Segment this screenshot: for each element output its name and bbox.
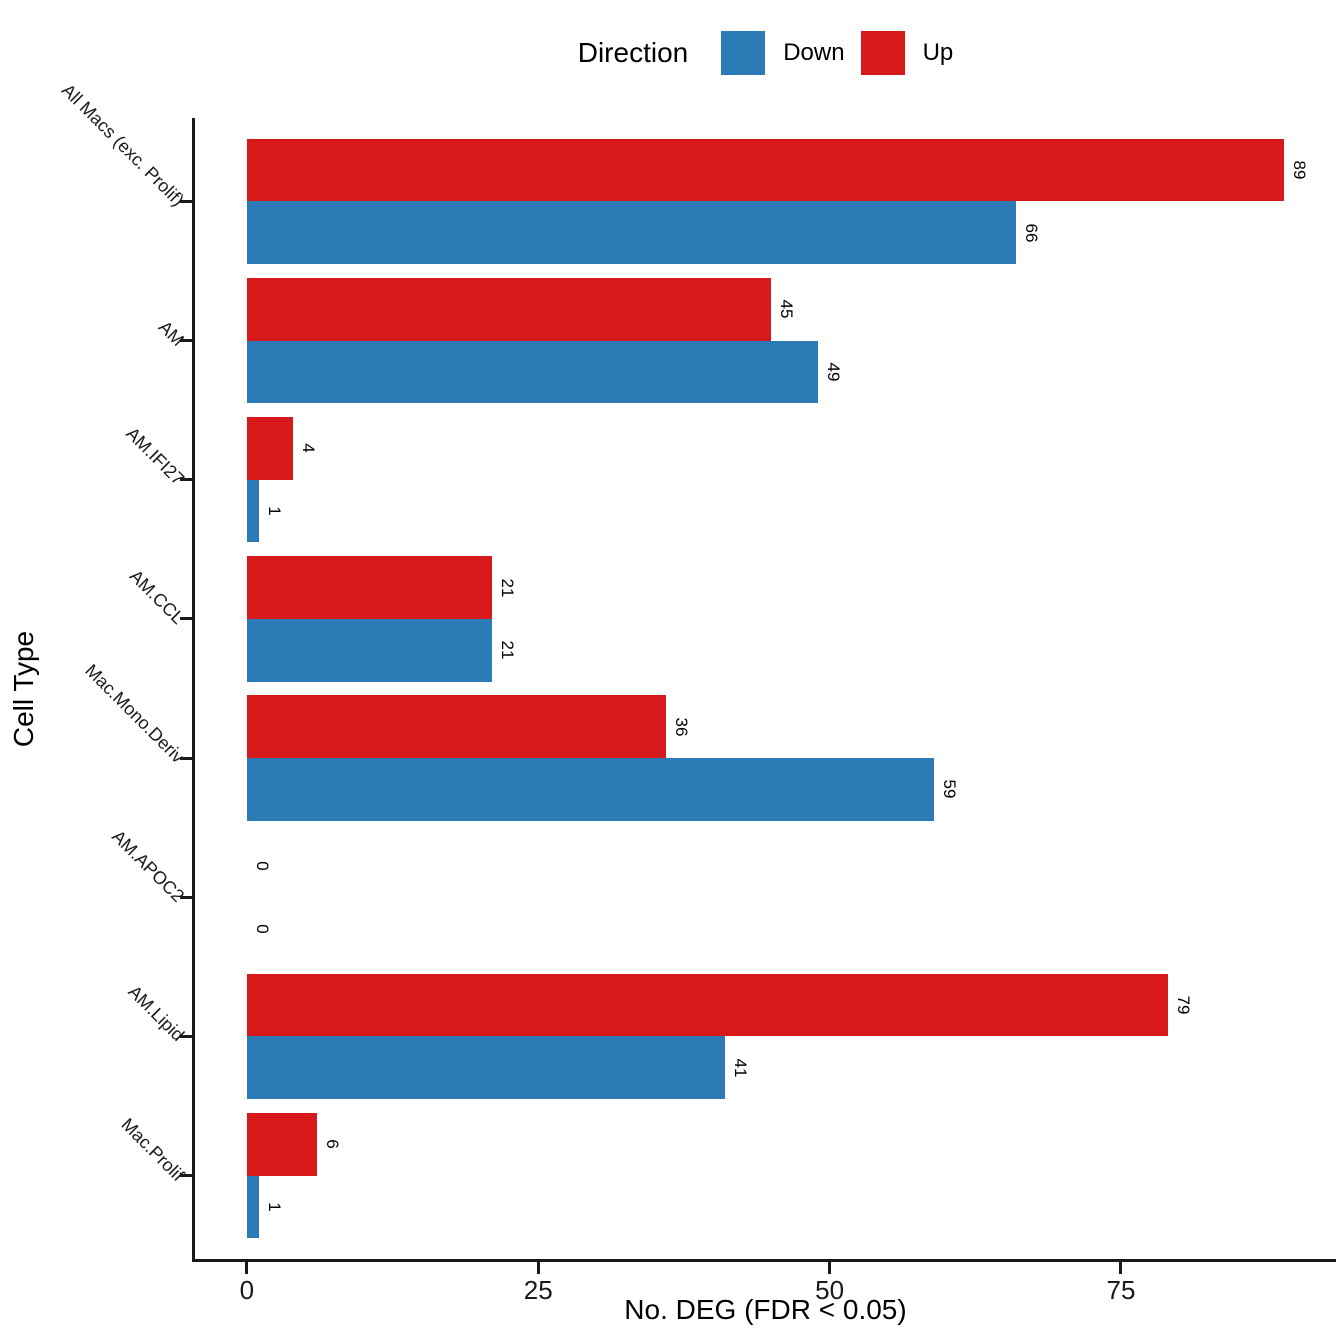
legend-title: Direction xyxy=(577,37,689,68)
y-tick-label: Mac.Prolif xyxy=(117,1113,189,1185)
y-tick-label: AM xyxy=(154,316,189,350)
bar-value-label: 21 xyxy=(497,578,517,598)
y-tick xyxy=(180,895,192,899)
bar-value-label: 49 xyxy=(823,362,843,382)
legend-item-down: Down xyxy=(721,31,845,75)
y-tick-label: AM.IFI27 xyxy=(122,423,189,489)
y-tick xyxy=(180,1174,192,1177)
bar-down xyxy=(246,201,1017,265)
y-tick-label: AM.APOC2 xyxy=(108,826,189,907)
y-tick xyxy=(180,1034,192,1038)
bar-value-label: 66 xyxy=(1022,223,1042,243)
bar-down xyxy=(246,618,492,682)
legend-item-up: Up xyxy=(860,31,954,75)
x-tick xyxy=(536,1262,540,1274)
bar-value-label: 41 xyxy=(730,1058,750,1078)
bar-value-label: 6 xyxy=(322,1139,342,1149)
bar-down xyxy=(246,1036,725,1099)
y-tick xyxy=(180,756,192,760)
x-tick-label: 50 xyxy=(815,1275,845,1305)
x-tick xyxy=(828,1262,832,1274)
bar-up xyxy=(246,417,294,480)
bar-value-label: 4 xyxy=(299,443,319,454)
bar-value-label: 0 xyxy=(252,861,272,871)
bar-down xyxy=(246,1175,259,1239)
y-tick-label: Mac.Mono.Deriv xyxy=(81,660,189,768)
legend-label-down: Down xyxy=(783,39,845,66)
y-tick xyxy=(180,339,192,343)
x-axis-line xyxy=(192,1259,1336,1262)
x-tick-label: 75 xyxy=(1106,1275,1136,1305)
x-tick-label: 25 xyxy=(523,1275,553,1305)
bar-up xyxy=(246,695,667,759)
y-tick xyxy=(180,199,192,203)
y-axis-title: Cell Type xyxy=(8,630,39,748)
bar-down xyxy=(246,340,818,404)
y-tick-label: AM.Lipid xyxy=(124,981,189,1046)
y-tick xyxy=(180,617,192,621)
y-tick-label: All Macs (exc. Prolif) xyxy=(57,80,189,211)
bar-value-label: 45 xyxy=(777,299,797,319)
up-swatch-icon xyxy=(860,31,905,75)
y-axis-line xyxy=(192,118,195,1262)
bar-up xyxy=(246,1112,317,1176)
legend-label-up: Up xyxy=(922,39,954,66)
bar-up xyxy=(246,138,1285,202)
bar-value-label: 1 xyxy=(264,1202,284,1212)
bar-value-label: 79 xyxy=(1173,995,1193,1015)
bar-up xyxy=(246,278,772,341)
down-swatch-icon xyxy=(721,31,766,75)
x-tick xyxy=(1119,1262,1123,1274)
bar-value-label: 89 xyxy=(1290,160,1310,180)
bar-value-label: 0 xyxy=(252,923,272,934)
bar-down xyxy=(246,758,935,821)
x-tick-label: 0 xyxy=(239,1275,255,1305)
bar-down xyxy=(246,479,259,543)
bar-up xyxy=(246,973,1168,1037)
bar-value-label: 59 xyxy=(940,779,960,799)
bar-value-label: 36 xyxy=(672,717,692,737)
y-tick xyxy=(180,478,192,482)
x-axis-title: No. DEG (FDR < 0.05) xyxy=(624,1294,907,1325)
y-tick-label: AM.CCL xyxy=(125,565,189,628)
x-tick xyxy=(245,1262,249,1274)
bar-up xyxy=(246,556,492,619)
bar-value-label: 21 xyxy=(497,640,517,660)
legend: Direction Down Up xyxy=(195,31,1336,75)
bar-value-label: 1 xyxy=(264,506,284,516)
